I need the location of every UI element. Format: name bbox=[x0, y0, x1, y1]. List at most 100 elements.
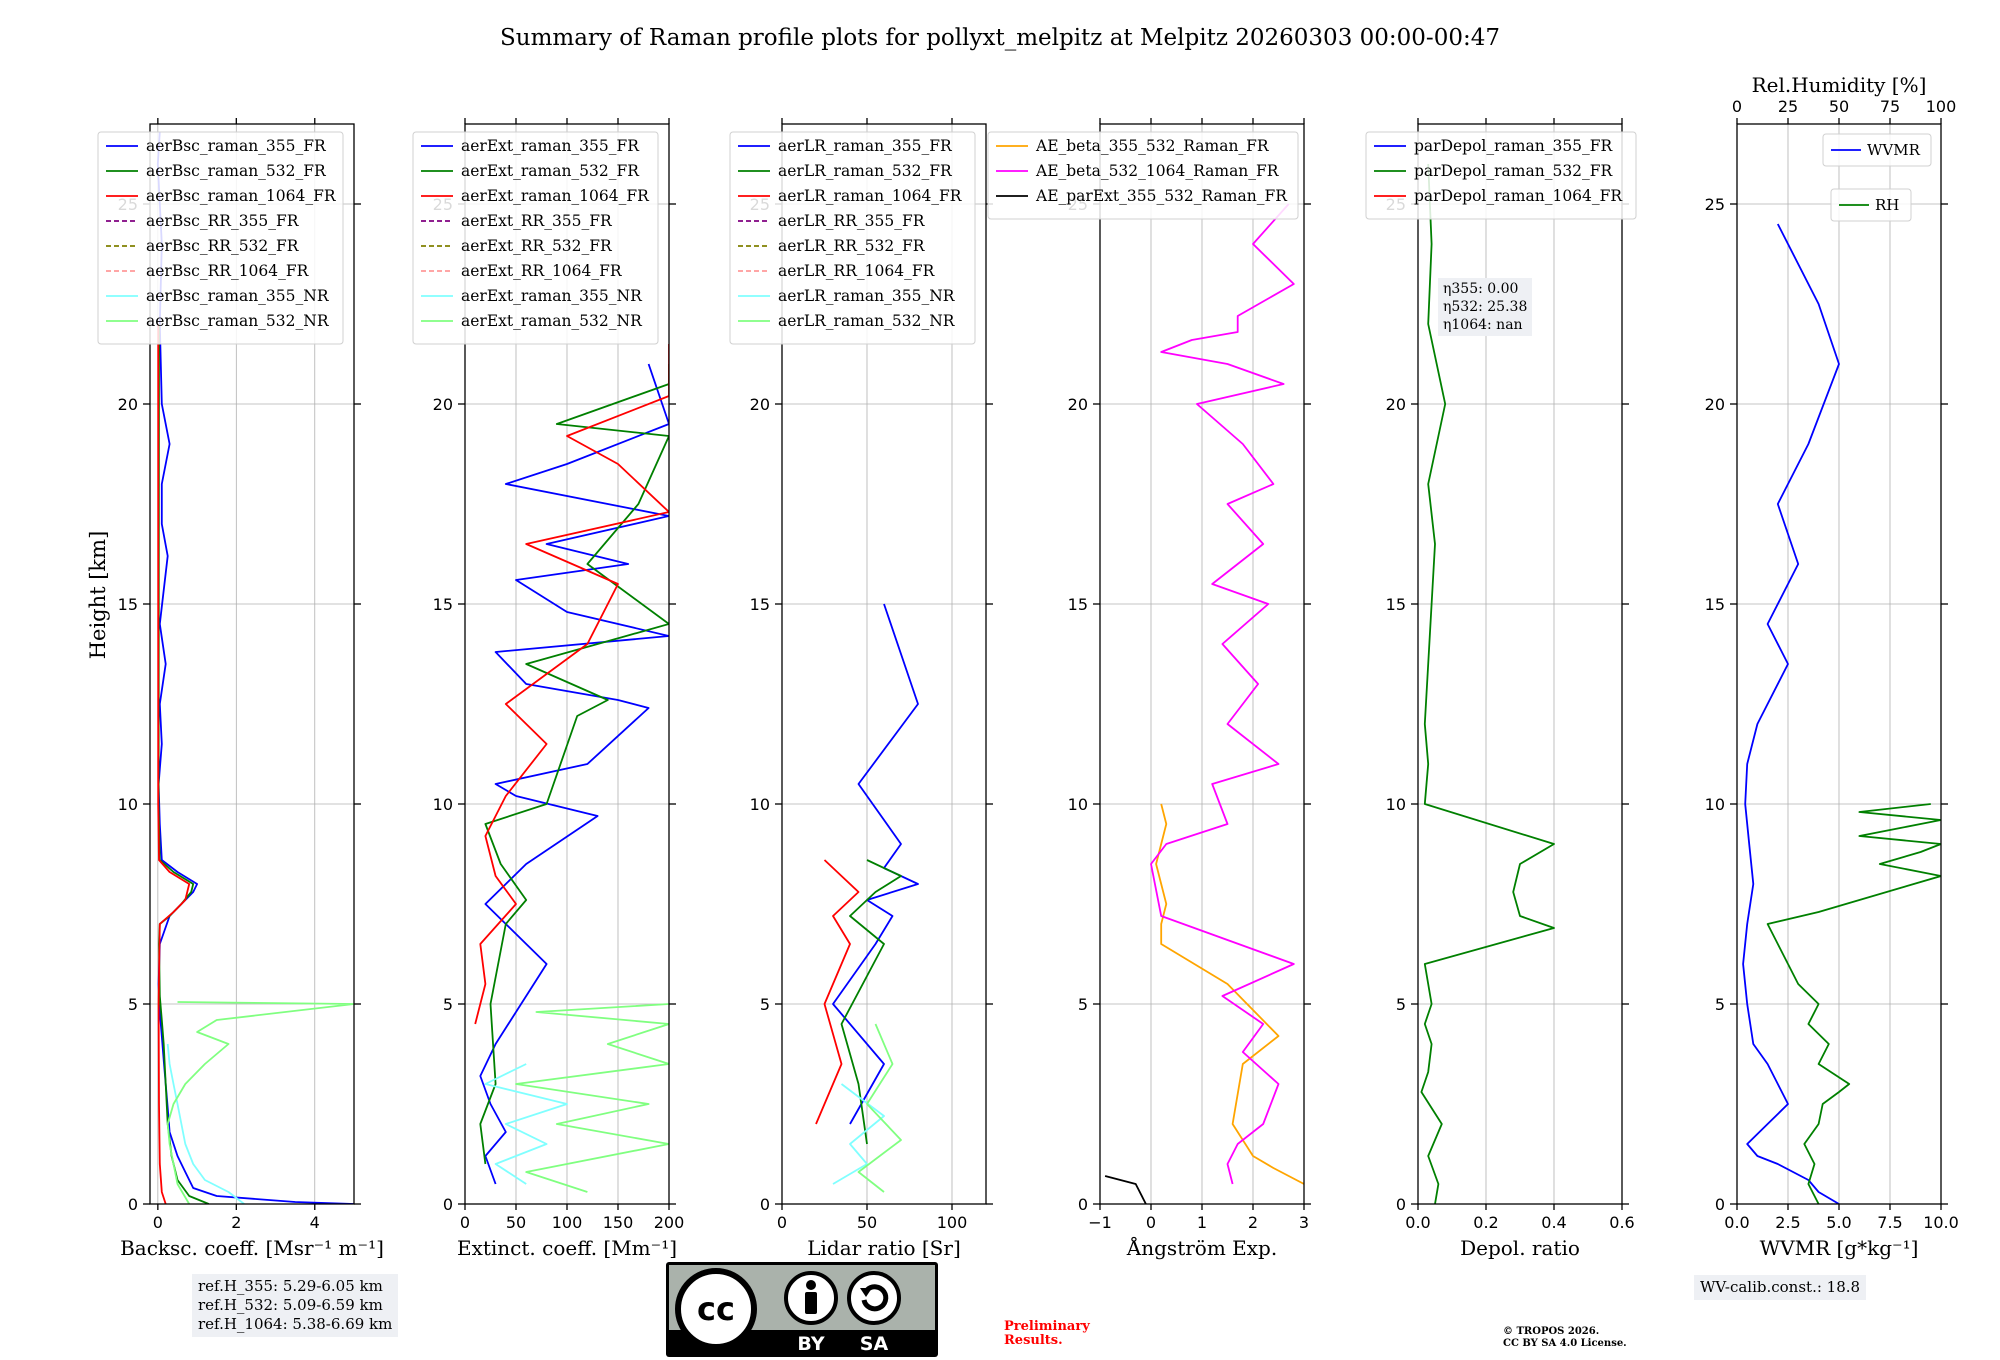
y-tick-label: 15 bbox=[433, 595, 453, 614]
eta-1064: η1064: nan bbox=[1443, 317, 1523, 333]
legend-entry: RH bbox=[1875, 196, 1899, 214]
sa-arrow-icon bbox=[861, 1284, 889, 1312]
legend-entry: aerLR_RR_355_FR bbox=[778, 212, 926, 230]
y-tick-label: 5 bbox=[1078, 995, 1088, 1014]
x-tick-label: 2 bbox=[1248, 1213, 1258, 1232]
y-tick-label: 5 bbox=[1396, 995, 1406, 1014]
x-tick-label: 10.0 bbox=[1923, 1213, 1959, 1232]
legend-entry: parDepol_raman_1064_FR bbox=[1414, 187, 1623, 205]
y-tick-label: 15 bbox=[1386, 595, 1406, 614]
legend-entry: aerExt_RR_1064_FR bbox=[461, 262, 623, 280]
legend-entry: WVMR bbox=[1867, 141, 1921, 159]
by-person-body-icon bbox=[805, 1292, 817, 1314]
by-person-head-icon bbox=[806, 1280, 816, 1290]
panel-lidar-ratio: 0501000510152025Lidar ratio [Sr]aerLR_ra… bbox=[729, 118, 993, 1260]
legend-box bbox=[1365, 131, 1637, 220]
legend-box bbox=[729, 131, 976, 345]
x-tick-label: 2.5 bbox=[1775, 1213, 1800, 1232]
series-group bbox=[1104, 203, 1304, 1204]
series-aerbsc-raman-532-fr bbox=[157, 323, 210, 1204]
y-tick-label: 0 bbox=[443, 1195, 453, 1214]
panel-backscatter: 0240510152025Backsc. coeff. [Msr⁻¹ m⁻¹]a… bbox=[97, 118, 384, 1260]
y-tick-label: 10 bbox=[433, 795, 453, 814]
x-axis-label: Depol. ratio bbox=[1460, 1236, 1580, 1260]
panels: 0240510152025Backsc. coeff. [Msr⁻¹ m⁻¹]a… bbox=[97, 73, 1959, 1260]
y-tick-label: 15 bbox=[750, 595, 770, 614]
y-tick-label: 25 bbox=[1705, 195, 1725, 214]
legend-entry: aerExt_raman_532_NR bbox=[461, 312, 643, 330]
x-axis-label: WVMR [g*kg⁻¹] bbox=[1760, 1236, 1919, 1260]
legend-box bbox=[987, 131, 1299, 220]
y-tick-label: 0 bbox=[1396, 1195, 1406, 1214]
x-tick-label: 3 bbox=[1299, 1213, 1309, 1232]
series-pardepol-raman-532-fr bbox=[1420, 163, 1555, 1204]
legend-entry: aerExt_raman_355_FR bbox=[461, 137, 640, 155]
legend-entry: aerBsc_raman_532_FR bbox=[146, 162, 327, 180]
y-tick-label: 0 bbox=[128, 1195, 138, 1214]
legend-entry: aerBsc_RR_355_FR bbox=[146, 212, 300, 230]
y-tick-label: 0 bbox=[760, 1195, 770, 1214]
series-aerext-raman-1064-fr bbox=[474, 344, 669, 1025]
x-axis-label: Extinct. coeff. [Mm⁻¹] bbox=[457, 1236, 677, 1260]
legend-entry: aerExt_raman_1064_FR bbox=[461, 187, 650, 205]
series-aerext-raman-532-nr bbox=[515, 1003, 669, 1193]
y-tick-label: 10 bbox=[1068, 795, 1088, 814]
panel-extinction: 0501001502000510152025Extinct. coeff. [M… bbox=[412, 118, 685, 1260]
legend-entry: aerBsc_raman_532_NR bbox=[146, 312, 330, 330]
y-tick-label: 15 bbox=[1068, 595, 1088, 614]
x-axis-label: Lidar ratio [Sr] bbox=[807, 1236, 961, 1260]
y-tick-label: 20 bbox=[118, 395, 138, 414]
legend-box bbox=[412, 131, 659, 345]
series-aerlr-raman-355-fr bbox=[832, 603, 919, 1125]
panel-depolarization: 0.00.20.40.60510152025Depol. ratioparDep… bbox=[1365, 118, 1637, 1260]
eta-532: η532: 25.38 bbox=[1443, 299, 1528, 315]
series-ae-parext-355-532-raman-fr bbox=[1104, 1175, 1147, 1204]
x-tick-label: 2 bbox=[231, 1213, 241, 1232]
x-tick-label: 100 bbox=[937, 1213, 968, 1232]
y-axis-label: Height [km] bbox=[86, 531, 110, 660]
x-tick-label: 0 bbox=[1146, 1213, 1156, 1232]
wv-calib-box: WV-calib.const.: 18.8 bbox=[1694, 1275, 1867, 1300]
x-tick-label: 0 bbox=[777, 1213, 787, 1232]
legend-entry: aerLR_raman_1064_FR bbox=[778, 187, 963, 205]
legend-entry: aerLR_raman_355_NR bbox=[778, 287, 956, 305]
legend-entry: AE_beta_355_532_Raman_FR bbox=[1035, 137, 1270, 155]
legend-entry: aerLR_raman_532_FR bbox=[778, 162, 953, 180]
y-tick-label: 15 bbox=[118, 595, 138, 614]
x-tick-label: 1 bbox=[1197, 1213, 1207, 1232]
legend: aerLR_raman_355_FR aerLR_raman_532_FR aerL… bbox=[729, 131, 976, 345]
series-aerbsc-raman-532-nr bbox=[166, 1001, 354, 1204]
x-tick-label: 0 bbox=[153, 1213, 163, 1232]
sa-label: SA bbox=[860, 1333, 889, 1355]
legend-entry: parDepol_raman_355_FR bbox=[1414, 137, 1614, 155]
legend-entry: aerBsc_RR_1064_FR bbox=[146, 262, 310, 280]
legend: aerExt_raman_355_FR aerExt_raman_532_FRae… bbox=[412, 131, 659, 345]
top-tick-label: 75 bbox=[1880, 97, 1900, 116]
top-axis-label: Rel.Humidity [%] bbox=[1752, 73, 1927, 97]
x-tick-label: 0.0 bbox=[1405, 1213, 1430, 1232]
x-tick-label: 0.4 bbox=[1541, 1213, 1566, 1232]
top-tick-label: 50 bbox=[1829, 97, 1849, 116]
legend-box bbox=[1830, 188, 1912, 222]
series-aerext-raman-355-nr bbox=[484, 1063, 568, 1185]
y-tick-label: 5 bbox=[1715, 995, 1725, 1014]
x-tick-label: 0.2 bbox=[1473, 1213, 1498, 1232]
y-tick-label: 20 bbox=[1068, 395, 1088, 414]
ref-height-532: ref.H_532: 5.09-6.59 km bbox=[198, 1296, 383, 1314]
x-tick-label: 4 bbox=[310, 1213, 320, 1232]
series-aerlr-raman-532-nr bbox=[857, 1023, 902, 1193]
y-tick-label: 5 bbox=[128, 995, 138, 1014]
axes-frame bbox=[1417, 123, 1623, 1205]
series-group bbox=[1420, 163, 1555, 1204]
ref-height-1064: ref.H_1064: 5.38-6.69 km bbox=[198, 1315, 393, 1333]
legend-entry: aerLR_raman_355_FR bbox=[778, 137, 953, 155]
y-tick-label: 0 bbox=[1078, 1195, 1088, 1214]
x-tick-label: 0.0 bbox=[1724, 1213, 1749, 1232]
ref-height-355: ref.H_355: 5.29-6.05 km bbox=[198, 1277, 383, 1295]
series-aerlr-raman-532-fr bbox=[840, 859, 902, 1145]
y-tick-label: 10 bbox=[118, 795, 138, 814]
legend-entry: aerLR_RR_532_FR bbox=[778, 237, 926, 255]
legend-entry: aerBsc_raman_355_FR bbox=[146, 137, 327, 155]
x-tick-label: 200 bbox=[654, 1213, 685, 1232]
x-tick-label: 100 bbox=[552, 1213, 583, 1232]
